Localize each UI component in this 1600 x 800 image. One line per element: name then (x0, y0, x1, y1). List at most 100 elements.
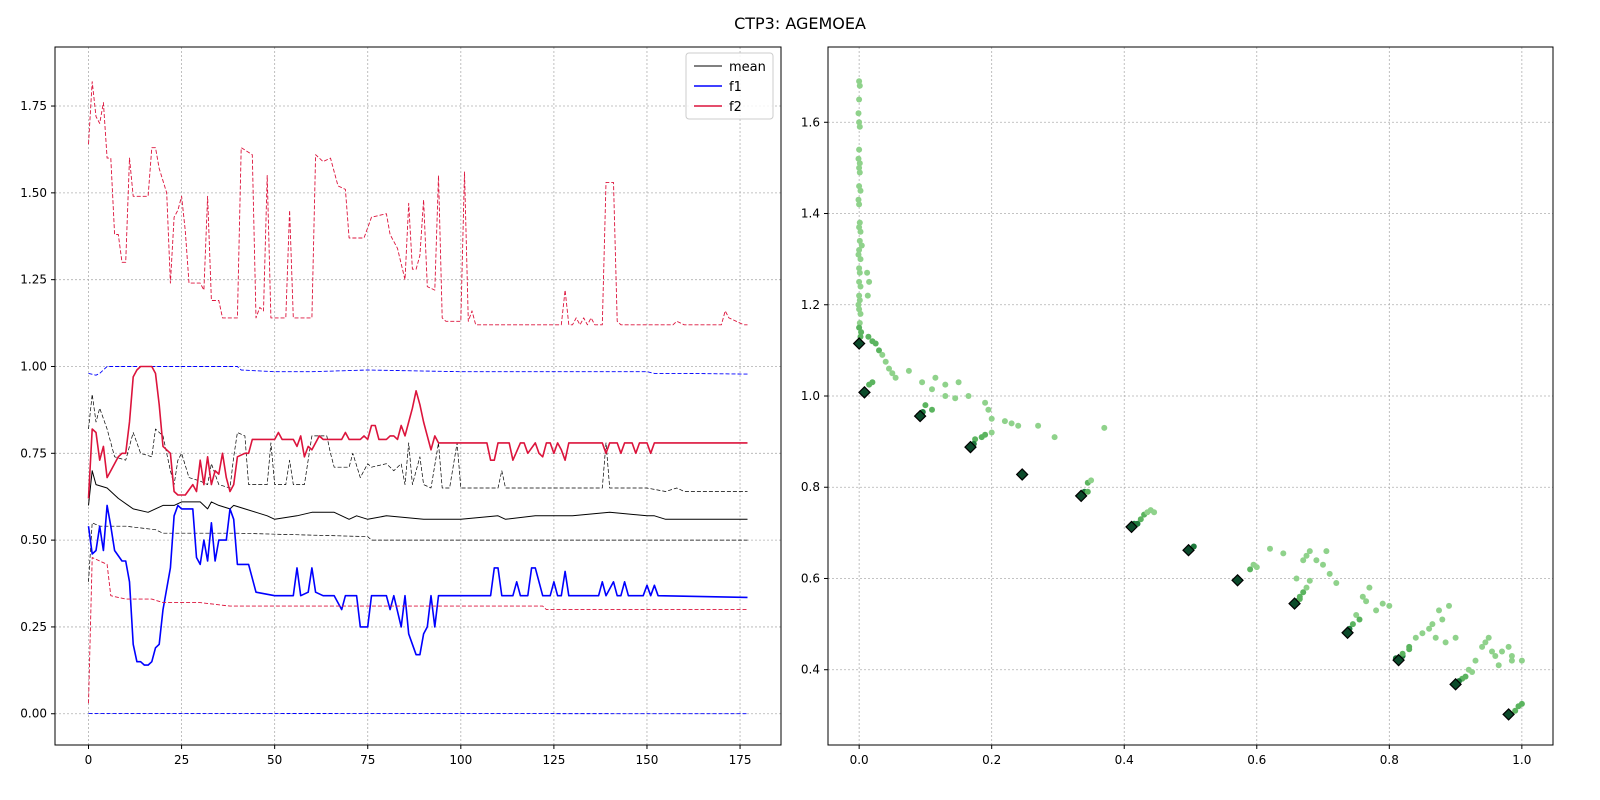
scatter-point (1482, 639, 1489, 646)
y-tick-label: 0.00 (20, 707, 47, 721)
scatter-point (1373, 607, 1380, 614)
scatter-point (988, 429, 995, 436)
scatter-point (882, 358, 889, 365)
scatter-point (865, 333, 872, 340)
scatter-point (858, 329, 865, 336)
scatter-point (1101, 424, 1108, 431)
y-tick-label: 1.6 (801, 115, 820, 129)
scatter-point (856, 169, 863, 176)
scatter-point (856, 292, 863, 299)
pareto-diamond-marker (1341, 626, 1354, 640)
scatter-point (919, 379, 926, 386)
scatter-point (1051, 434, 1058, 441)
legend-label-mean: mean (729, 60, 766, 75)
x-tick-label: 0.6 (1247, 753, 1266, 767)
scatter-point (856, 146, 863, 153)
scatter-point (1084, 488, 1091, 495)
legend-label-f2: f2 (729, 100, 742, 115)
scatter-point (858, 242, 865, 249)
aux-dashed-series-line (88, 81, 748, 326)
y-tick-label: 1.50 (20, 186, 47, 200)
pareto-diamond-marker (1502, 708, 1515, 721)
scatter-point (1001, 418, 1008, 425)
x-tick-label: 0.8 (1380, 753, 1399, 767)
scatter-point (856, 224, 863, 231)
pareto-diamond-marker (858, 386, 871, 399)
scatter-point (972, 436, 979, 443)
y-tick-label: 1.2 (801, 298, 820, 312)
scatter-point (856, 278, 863, 285)
scatter-point (876, 347, 882, 354)
scatter-point (1406, 646, 1413, 653)
x-tick-label: 75 (360, 753, 375, 767)
scatter-point (1300, 557, 1307, 564)
scatter-point (856, 324, 863, 331)
y-tick-label: 1.75 (20, 99, 47, 113)
scatter-point (864, 292, 871, 299)
y-tick-label: 0.6 (801, 571, 820, 585)
scatter-point (857, 187, 864, 194)
scatter-point (1452, 634, 1459, 641)
pareto-diamond-marker (1449, 677, 1462, 691)
scatter-point (1495, 662, 1502, 669)
scatter-point (1306, 548, 1313, 555)
scatter-point (1429, 621, 1436, 628)
scatter-point (1462, 673, 1469, 680)
pareto-diamond-marker (1231, 573, 1244, 587)
x-tick-label: 150 (636, 753, 659, 767)
scatter-point (1489, 648, 1495, 655)
scatter-point (1426, 625, 1433, 632)
y-tick-label: 0.8 (801, 480, 820, 494)
x-tick-label: 100 (449, 753, 472, 767)
scatter-point (855, 155, 862, 162)
scatter-point (856, 297, 863, 304)
scatter-point (856, 96, 863, 103)
right-scatter-chart: 0.0 0.2 0.4 0.6 0.8 1.0 0.4 0.6 0.8 1.0 1.2 1.4 1.6 (801, 46, 1554, 767)
scatter-point (1253, 564, 1260, 571)
legend-label-f1: f1 (729, 80, 742, 95)
scatter-point (1439, 616, 1446, 623)
scatter-point (857, 256, 864, 263)
scatter-point (857, 310, 864, 317)
scatter-point (1320, 561, 1326, 568)
pareto-diamond-marker (852, 337, 866, 350)
scatter-point (965, 393, 972, 399)
scatter-point (1151, 509, 1158, 516)
pareto-diamond-marker (1392, 653, 1405, 667)
scatter-point (879, 351, 886, 358)
x-tick-label: 50 (267, 753, 282, 767)
scatter-point (1485, 634, 1492, 641)
pareto-diamond-marker (1288, 597, 1301, 610)
scatter-point (1313, 557, 1320, 564)
scatter-point (855, 251, 862, 258)
scatter-point (942, 393, 949, 399)
scatter-point (1359, 593, 1366, 600)
scatter-point (1303, 552, 1310, 559)
right-chart-ticks: 0.0 0.2 0.4 0.6 0.8 1.0 0.4 0.6 0.8 1.0 1.2 1.4 1.6 (801, 115, 1531, 767)
scatter-point (886, 365, 892, 372)
y-tick-label: 0.4 (801, 663, 820, 677)
scatter-point (1363, 598, 1370, 605)
left-chart-legend: mean f1 f2 (685, 52, 774, 120)
scatter-point (855, 110, 862, 117)
scatter-point (1379, 600, 1386, 607)
scatter-point (1306, 577, 1313, 584)
scatter-point (1267, 545, 1273, 552)
scatter-point (1442, 639, 1449, 646)
right-chart-pareto-markers (852, 337, 1515, 721)
aux-dashed-series-line (88, 366, 748, 376)
scatter-point (857, 283, 864, 290)
scatter-point (855, 301, 862, 308)
y-tick-label: 0.75 (20, 446, 47, 460)
scatter-point (856, 160, 863, 167)
scatter-point (856, 237, 863, 244)
y-tick-label: 1.25 (20, 273, 47, 287)
scatter-point (856, 219, 863, 226)
scatter-point (988, 415, 995, 422)
scatter-point (1303, 584, 1310, 591)
scatter-point (1015, 422, 1022, 429)
scatter-point (1366, 584, 1373, 591)
f1-solid-series-line (87, 504, 748, 666)
scatter-point (1512, 707, 1519, 714)
